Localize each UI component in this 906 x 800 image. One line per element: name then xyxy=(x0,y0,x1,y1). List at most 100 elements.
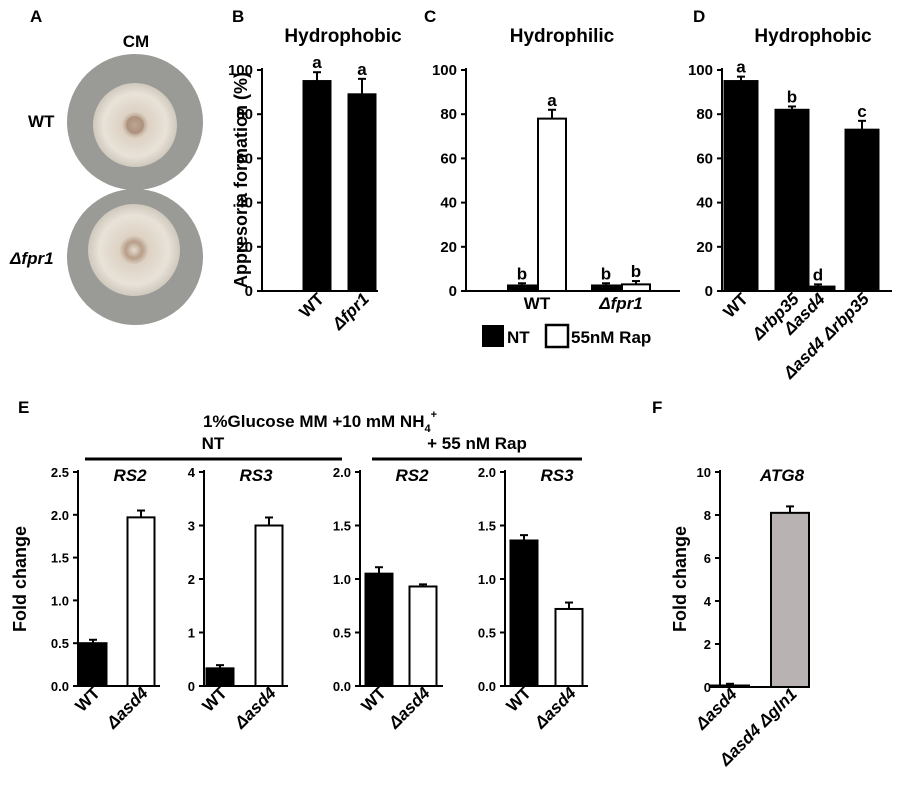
y-tick-label: 1.0 xyxy=(333,572,351,587)
bar xyxy=(509,539,539,687)
y-tick-label: 1.5 xyxy=(51,551,69,566)
y-tick-label: 6 xyxy=(704,551,711,566)
y-tick-label: 40 xyxy=(440,195,457,212)
y-tick-label: 100 xyxy=(432,62,457,79)
colony-fpr1 xyxy=(88,204,180,296)
bar xyxy=(408,585,438,687)
y-tick-label: 0 xyxy=(704,680,711,695)
x-category-label: WT xyxy=(358,683,391,716)
x-category-label: WT xyxy=(296,289,329,322)
y-axis-label: Fold change xyxy=(10,526,30,632)
y-tick-label: 80 xyxy=(440,106,457,123)
y-tick-label: 4 xyxy=(188,465,196,480)
bar xyxy=(78,642,108,688)
y-tick-label: 0 xyxy=(449,283,457,300)
y-tick-label: 20 xyxy=(440,239,457,256)
chart-c: Hydrophilic 0 20 40 60 80 100 WT b a Δfpr1 b b xyxy=(432,26,680,313)
panel-a-plates: CM WT Δfpr1 xyxy=(9,32,203,325)
significance-letter: d xyxy=(813,265,823,284)
bar xyxy=(844,128,880,292)
legend-swatch-nt xyxy=(482,325,504,347)
y-tick-label: 8 xyxy=(704,508,711,523)
panel-letter-d: D xyxy=(693,7,705,26)
y-tick-label: 20 xyxy=(696,239,713,256)
y-tick-label: 80 xyxy=(236,106,253,123)
y-tick-label: 60 xyxy=(696,150,713,167)
y-tick-label: 2.0 xyxy=(51,508,69,523)
y-tick-label: 1.0 xyxy=(478,572,496,587)
y-tick-label: 2.0 xyxy=(333,465,351,480)
bar xyxy=(205,667,235,687)
bar xyxy=(723,80,759,292)
x-category-label: Δfpr1 xyxy=(328,289,373,334)
significance-letter: a xyxy=(357,60,367,79)
y-tick-label: 0.5 xyxy=(478,626,496,641)
significance-letter: b xyxy=(601,264,611,283)
panel-letter-c: C xyxy=(424,7,436,26)
y-tick-label: 2.5 xyxy=(51,465,69,480)
y-tick-label: 80 xyxy=(696,106,713,123)
significance-letter: a xyxy=(547,91,557,110)
significance-letter: c xyxy=(857,102,866,121)
bar xyxy=(774,108,810,292)
group-label-rap: + 55 nM Rap xyxy=(427,434,527,453)
significance-letter: b xyxy=(787,87,797,106)
bar xyxy=(302,80,332,292)
condition-sup: + xyxy=(431,409,437,421)
x-category-label: Δasd4 xyxy=(530,683,580,733)
bar xyxy=(507,284,537,293)
y-tick-label: 100 xyxy=(688,62,713,79)
x-category-label: WT xyxy=(199,683,232,716)
bar xyxy=(591,284,621,293)
chart-title: Hydrophobic xyxy=(754,26,872,47)
y-tick-label: 4 xyxy=(704,594,712,609)
significance-letter: b xyxy=(631,262,641,281)
bar xyxy=(800,285,836,292)
bar xyxy=(347,93,377,292)
group-label-nt: NT xyxy=(202,434,225,453)
chart-title: RS2 xyxy=(113,466,147,485)
panel-letter-f: F xyxy=(652,398,662,417)
y-tick-label: 1.5 xyxy=(333,519,351,534)
bar xyxy=(126,516,156,687)
panel-letter-a: A xyxy=(30,7,42,26)
x-category-label: Δasd4 xyxy=(230,683,280,733)
chart-title: ATG8 xyxy=(759,466,805,485)
y-tick-label: 3 xyxy=(188,519,195,534)
legend-label-nt: NT xyxy=(507,328,530,347)
chart-title: RS3 xyxy=(540,466,574,485)
y-tick-label: 60 xyxy=(236,150,253,167)
y-tick-label: 0.5 xyxy=(51,636,69,651)
chart-title: RS3 xyxy=(239,466,273,485)
y-tick-label: 2.0 xyxy=(478,465,496,480)
x-category-label: Δfpr1 xyxy=(598,294,643,313)
y-tick-label: 60 xyxy=(440,150,457,167)
y-tick-label: 0 xyxy=(705,283,713,300)
y-tick-label: 2 xyxy=(704,637,711,652)
y-tick-label: 1 xyxy=(188,626,195,641)
panel-e-headings: 1%Glucose MM +10 mM NH4+ NT + 55 nM Rap xyxy=(85,409,582,461)
bar xyxy=(710,684,750,688)
chart-e-nt-rs3: RS3 0 1 2 3 4 WT Δasd4 xyxy=(188,465,288,733)
chart-title: Hydrophilic xyxy=(510,26,615,47)
y-tick-label: 0.0 xyxy=(478,679,496,694)
legend-c: NT 55nM Rap xyxy=(482,323,651,349)
significance-letter: b xyxy=(517,264,527,283)
legend-swatch-rap xyxy=(544,323,570,349)
y-tick-label: 10 xyxy=(697,465,711,480)
chart-b: Hydrophobic Appresoria formation (%)0 20 40… xyxy=(228,26,402,334)
y-tick-label: 1.5 xyxy=(478,519,496,534)
x-category-label: WT xyxy=(524,294,551,313)
x-category-label: WT xyxy=(503,683,536,716)
y-tick-label: 0 xyxy=(188,679,195,694)
y-tick-label: 1.0 xyxy=(51,593,69,608)
chart-title: Hydrophobic xyxy=(284,26,402,47)
condition-sub: 4 xyxy=(424,423,431,435)
y-tick-label: 100 xyxy=(228,62,253,79)
strain-label-wt: WT xyxy=(28,112,55,131)
significance-letter: a xyxy=(736,58,746,77)
